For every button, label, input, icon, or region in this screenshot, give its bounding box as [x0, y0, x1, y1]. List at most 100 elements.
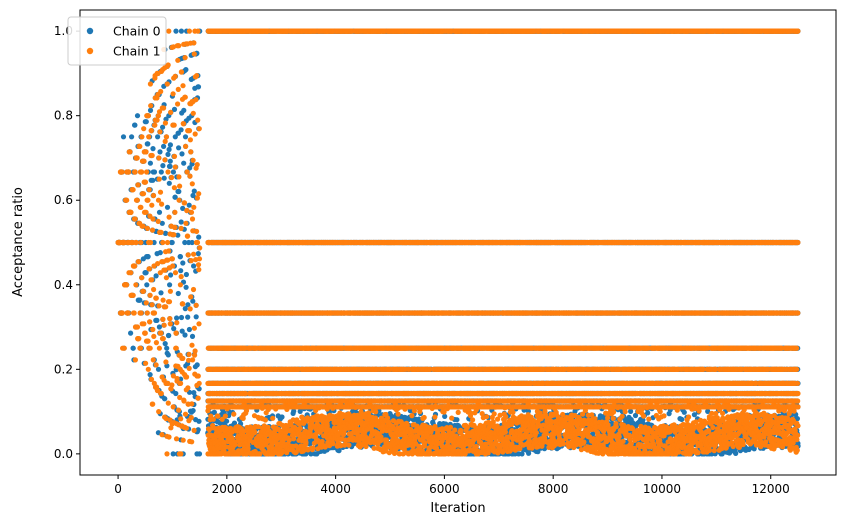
data-point [158, 169, 164, 175]
data-point [185, 314, 191, 320]
data-point [170, 451, 176, 457]
data-point [171, 106, 178, 112]
data-point [178, 219, 184, 225]
data-point [147, 160, 153, 166]
data-point [178, 314, 185, 321]
data-point [191, 263, 197, 269]
data-point [160, 163, 166, 169]
data-point [132, 122, 138, 128]
data-point [137, 297, 143, 303]
data-point [175, 232, 181, 238]
data-point [171, 326, 177, 332]
data-point [442, 413, 448, 419]
data-point [155, 134, 161, 140]
data-point [162, 396, 168, 402]
data-point [151, 239, 157, 246]
data-point [157, 250, 163, 256]
data-point [279, 414, 285, 420]
data-point [167, 282, 173, 288]
data-point [176, 188, 182, 195]
data-point [145, 141, 151, 147]
data-point [172, 194, 178, 200]
data-point [176, 145, 182, 151]
data-point [150, 177, 156, 183]
data-point [129, 134, 135, 140]
data-point [162, 341, 168, 347]
data-point [150, 146, 156, 152]
data-point [153, 273, 159, 279]
data-point [145, 254, 151, 260]
data-point [178, 127, 184, 133]
data-point [177, 254, 183, 260]
data-point [156, 324, 162, 330]
data-point [157, 149, 163, 155]
data-point [195, 427, 201, 433]
data-point [172, 134, 178, 140]
data-point [155, 366, 162, 372]
data-point [180, 260, 186, 266]
data-point [154, 317, 160, 323]
data-point [170, 169, 176, 175]
data-point [166, 332, 172, 339]
data-point [193, 314, 199, 320]
data-point [165, 352, 171, 358]
data-point [196, 451, 203, 457]
data-point [189, 333, 196, 339]
data-points [115, 28, 801, 457]
data-point [191, 188, 197, 194]
data-point [168, 272, 174, 278]
data-point [120, 134, 127, 140]
data-point [180, 205, 186, 211]
data-point [167, 163, 173, 169]
data-point [195, 251, 201, 257]
data-point [182, 306, 188, 312]
data-point [166, 146, 172, 153]
data-point [174, 315, 180, 321]
data-point [143, 270, 149, 276]
data-point [160, 124, 166, 130]
data-point [161, 175, 167, 181]
data-point [156, 209, 163, 215]
data-point [151, 169, 158, 175]
data-point [196, 234, 202, 240]
data-point [190, 408, 196, 414]
data-point [158, 290, 164, 296]
data-point [183, 284, 189, 290]
data-point [166, 180, 172, 186]
data-point [189, 239, 195, 246]
data-point [181, 160, 187, 166]
data-point [178, 268, 184, 274]
data-point [164, 204, 171, 210]
data-point [181, 107, 187, 113]
data-point [161, 143, 167, 149]
data-point [186, 202, 192, 208]
data-point [175, 290, 181, 297]
data-point [147, 372, 153, 378]
data-point [186, 326, 192, 333]
data-point [147, 107, 154, 113]
data-point [173, 390, 179, 397]
data-point [182, 239, 188, 246]
data-point [179, 328, 185, 334]
data-point [196, 418, 202, 424]
data-point [164, 345, 170, 351]
data-point [165, 151, 171, 157]
data-point [182, 134, 189, 140]
data-point [163, 230, 169, 236]
data-point [167, 142, 173, 148]
data-point [211, 409, 217, 415]
data-point [144, 282, 150, 288]
data-point [159, 220, 165, 226]
data-point [190, 298, 196, 304]
data-point [191, 390, 197, 396]
data-point [182, 332, 188, 338]
data-point [167, 158, 173, 164]
data-point [183, 271, 189, 278]
data-point [187, 165, 193, 171]
data-point [173, 28, 179, 34]
data-point [178, 28, 184, 34]
data-point [194, 362, 200, 368]
data-point [185, 302, 191, 308]
data-point [183, 67, 189, 73]
data-point [169, 239, 175, 246]
